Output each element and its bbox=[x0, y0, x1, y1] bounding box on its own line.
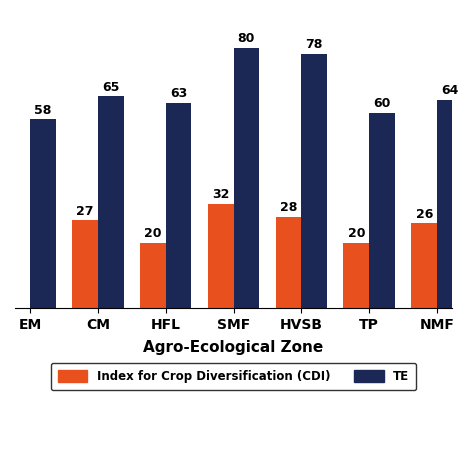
Bar bbox=[208, 204, 234, 308]
Bar bbox=[301, 54, 327, 308]
Text: 80: 80 bbox=[238, 32, 255, 45]
Text: 60: 60 bbox=[374, 97, 391, 110]
Text: 20: 20 bbox=[347, 228, 365, 240]
Bar bbox=[165, 103, 191, 308]
Bar bbox=[140, 243, 165, 308]
Text: 78: 78 bbox=[306, 38, 323, 52]
Legend: Index for Crop Diversification (CDI), TE: Index for Crop Diversification (CDI), TE bbox=[51, 363, 416, 390]
Text: 58: 58 bbox=[34, 104, 52, 117]
Text: 20: 20 bbox=[144, 228, 162, 240]
Text: 28: 28 bbox=[280, 201, 297, 214]
Text: 64: 64 bbox=[441, 84, 459, 97]
Bar bbox=[30, 119, 56, 308]
Text: 27: 27 bbox=[76, 204, 94, 218]
Bar bbox=[98, 96, 124, 308]
Bar bbox=[275, 217, 301, 308]
Bar bbox=[344, 243, 369, 308]
X-axis label: Agro-Ecological Zone: Agro-Ecological Zone bbox=[144, 340, 324, 355]
Bar bbox=[437, 100, 463, 308]
Bar bbox=[234, 47, 259, 308]
Bar bbox=[411, 223, 437, 308]
Text: 32: 32 bbox=[212, 188, 229, 201]
Text: 26: 26 bbox=[416, 208, 433, 221]
Bar bbox=[72, 220, 98, 308]
Bar bbox=[369, 113, 395, 308]
Text: 63: 63 bbox=[170, 87, 187, 100]
Text: 65: 65 bbox=[102, 81, 119, 94]
